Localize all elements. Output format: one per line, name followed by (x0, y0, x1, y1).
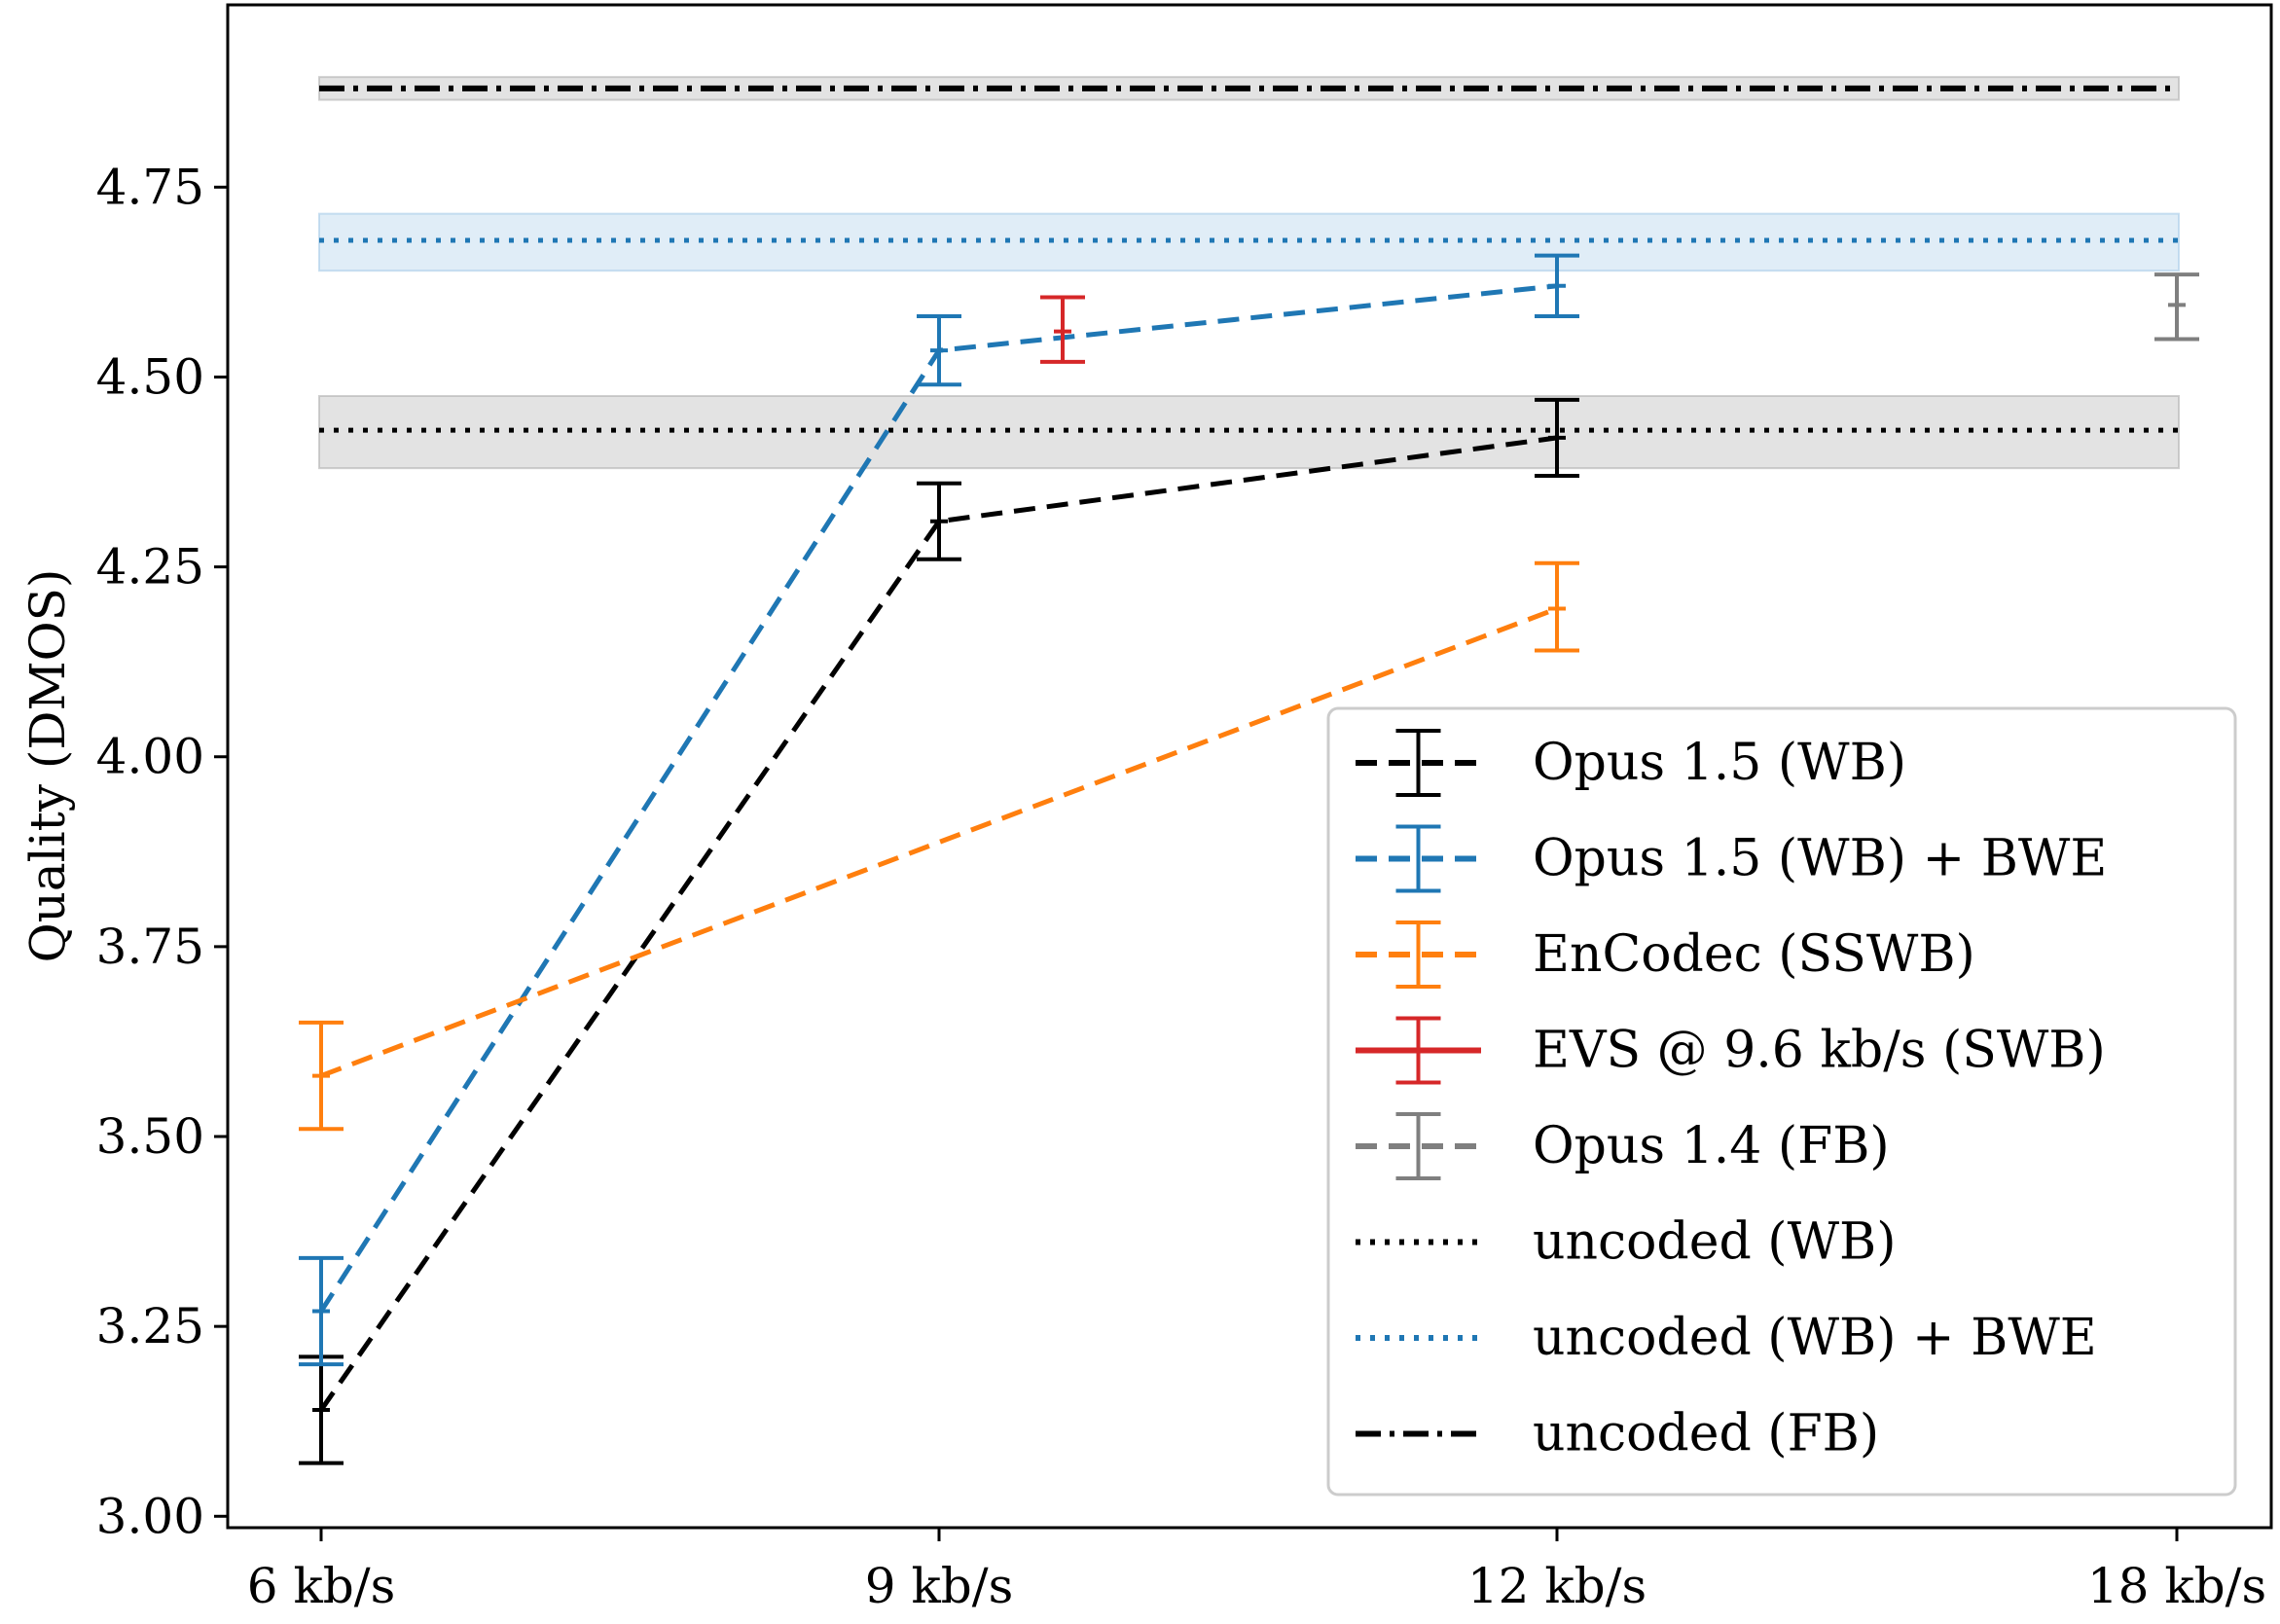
y-axis: 3.00 3.25 3.50 3.75 4.00 4.25 4.50 4.75 (96, 159, 228, 1544)
legend-item-4: Opus 1.4 (FB) (1356, 1112, 1890, 1180)
reference-lines (319, 85, 2179, 433)
y-tick-label: 3.50 (96, 1108, 204, 1165)
legend: Opus 1.5 (WB) Opus 1.5 (WB) + BWE EnCodec … (1326, 706, 2237, 1497)
legend-label: Opus 1.4 (FB) (1533, 1117, 1890, 1175)
legend-box (1326, 706, 2237, 1497)
legend-item-6: uncoded (WB) + BWE (1356, 1309, 2097, 1367)
x-tick-label: 9 kb/s (865, 1558, 1014, 1614)
legend-item-7: uncoded (FB) (1356, 1405, 1879, 1463)
y-tick-label: 4.75 (96, 159, 204, 215)
y-tick-label: 3.75 (96, 919, 204, 975)
y-tick-label: 3.00 (96, 1488, 204, 1544)
legend-item-3: EVS @ 9.6 kb/s (SWB) (1356, 1016, 2106, 1085)
error-bars (299, 253, 2199, 1465)
y-axis-label: Quality (DMOS) (19, 569, 76, 963)
y-tick-label: 3.25 (96, 1298, 204, 1354)
series-line-0 (318, 435, 1558, 1412)
legend-items: Opus 1.5 (WB) Opus 1.5 (WB) + BWE EnCodec … (1356, 729, 2107, 1463)
legend-label: Opus 1.5 (WB) + BWE (1533, 830, 2107, 888)
series-line-2 (320, 606, 1558, 1078)
error-bar-0-2 (1535, 397, 1579, 478)
y-tick-label: 4.25 (96, 539, 204, 595)
y-tick-label: 4.50 (96, 348, 204, 405)
legend-item-1: Opus 1.5 (WB) + BWE (1356, 824, 2107, 893)
legend-label: EnCodec (SSWB) (1533, 925, 1975, 984)
legend-label: Opus 1.5 (WB) (1533, 734, 1906, 792)
y-tick-label: 4.00 (96, 729, 204, 785)
legend-item-0: Opus 1.5 (WB) (1356, 729, 1906, 797)
plot-frame (226, 3, 2273, 1530)
x-tick-label: 12 kb/s (1467, 1558, 1647, 1614)
x-axis: 6 kb/s 9 kb/s 12 kb/s 18 kb/s (247, 1528, 2266, 1614)
error-bar-1-1 (917, 314, 961, 387)
legend-label: uncoded (WB) (1533, 1213, 1897, 1272)
error-bar-0-1 (917, 481, 961, 561)
legend-label: EVS @ 9.6 kb/s (SWB) (1533, 1022, 2106, 1080)
error-bar-4-0 (2154, 272, 2199, 342)
legend-label: uncoded (WB) + BWE (1533, 1309, 2097, 1367)
error-bar-2-1 (1535, 560, 1579, 653)
error-bar-1-0 (299, 1255, 344, 1367)
x-tick-label: 6 kb/s (247, 1558, 396, 1614)
error-bar-2-0 (299, 1020, 344, 1132)
legend-label: uncoded (FB) (1533, 1405, 1879, 1463)
error-bar-1-2 (1535, 253, 1579, 319)
x-tick-label: 18 kb/s (2087, 1558, 2266, 1614)
legend-item-2: EnCodec (SSWB) (1356, 920, 1975, 989)
error-bar-3-0 (1040, 295, 1085, 364)
legend-item-5: uncoded (WB) (1356, 1213, 1897, 1272)
